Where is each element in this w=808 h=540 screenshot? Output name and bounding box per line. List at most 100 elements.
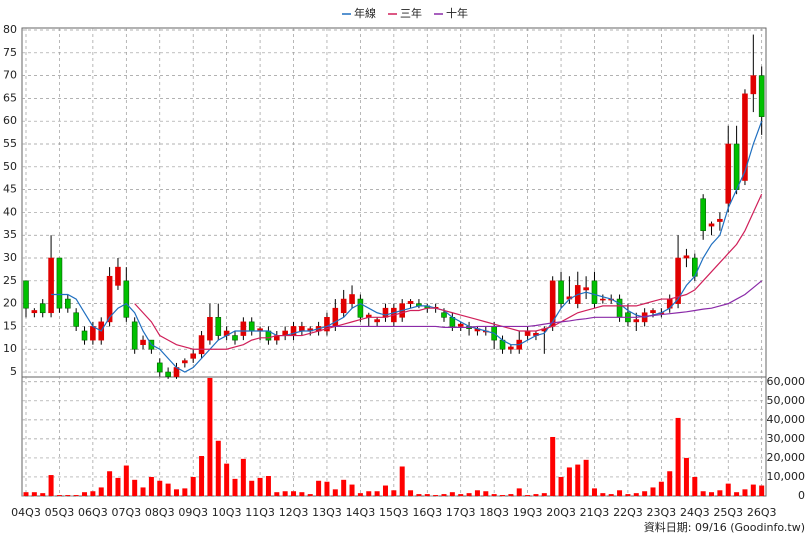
x-tick-label: 16Q3	[412, 506, 442, 519]
candle-body	[708, 223, 715, 227]
volume-bar	[391, 490, 397, 496]
x-tick-label: 23Q3	[647, 506, 677, 519]
volume-bar	[182, 488, 188, 496]
y-tick-label: 75	[3, 46, 17, 59]
x-tick-label: 09Q3	[178, 506, 208, 519]
y-tick-label: 80	[3, 23, 17, 36]
volume-bar	[625, 494, 631, 496]
volume-bar	[165, 483, 171, 496]
candle-body	[299, 326, 305, 332]
volume-bar	[157, 480, 163, 496]
y-tick-label: 20,000	[767, 451, 806, 464]
y-tick-label: 30,000	[767, 432, 806, 445]
volume-bar	[642, 491, 648, 496]
volume-bar	[190, 476, 196, 496]
volume-bar	[508, 494, 514, 496]
volume-bar	[357, 493, 363, 496]
volume-bar	[65, 495, 71, 496]
x-tick-label: 06Q3	[78, 506, 108, 519]
candle-body	[374, 319, 380, 323]
volume-bar	[608, 494, 614, 496]
candle-body	[165, 371, 171, 377]
volume-bar	[650, 487, 656, 496]
y-tick-label: 10,000	[767, 470, 806, 483]
candle-body	[633, 319, 640, 323]
candle-body	[232, 335, 238, 341]
candle-body	[215, 317, 222, 336]
x-tick-label: 07Q3	[111, 506, 141, 519]
volume-bar	[23, 492, 29, 496]
volume-bar	[324, 481, 330, 496]
candle-body	[240, 321, 247, 336]
candle-body	[407, 301, 414, 304]
candle-body	[742, 93, 748, 181]
x-tick-label: 19Q3	[513, 506, 543, 519]
volume-bar	[675, 417, 681, 496]
candle-body	[717, 218, 723, 222]
volume-bar	[617, 490, 623, 496]
volume-bar	[700, 491, 706, 496]
candle-body	[616, 298, 623, 318]
volume-bar	[725, 483, 731, 496]
volume-bar	[474, 490, 480, 496]
x-tick-label: 18Q3	[479, 506, 509, 519]
x-tick-label: 13Q3	[312, 506, 342, 519]
x-tick-label: 12Q3	[279, 506, 309, 519]
candle-body	[90, 326, 96, 341]
candle-body	[123, 280, 130, 318]
x-tick-label: 08Q3	[145, 506, 175, 519]
legend-label: 三年	[400, 6, 422, 20]
volume-bar	[516, 488, 522, 496]
source-note: 資料日期: 09/16 (Goodinfo.tw)	[644, 520, 805, 534]
volume-bar	[232, 478, 238, 496]
candle-body	[65, 298, 71, 309]
candle-body	[357, 298, 364, 318]
y-tick-label: 55	[3, 137, 17, 150]
moving-average-line	[326, 280, 763, 328]
volume-bar	[692, 476, 698, 496]
volume-bar	[449, 492, 455, 496]
candle-body	[23, 280, 29, 309]
volume-bar	[249, 480, 255, 496]
y-tick-label: 5	[10, 365, 17, 378]
volume-bar	[441, 494, 447, 496]
legend-label: 十年	[446, 6, 468, 20]
volume-bar	[316, 480, 322, 496]
volume-bar	[566, 467, 572, 496]
volume-bar	[291, 491, 297, 496]
volume-bar	[583, 459, 589, 496]
x-tick-label: 26Q3	[747, 506, 777, 519]
x-tick-label: 05Q3	[45, 506, 75, 519]
volume-bar	[282, 491, 288, 496]
candle-body	[725, 143, 732, 204]
candle-body	[508, 346, 514, 350]
y-tick-label: 20	[3, 297, 17, 310]
y-tick-label: 60	[3, 114, 17, 127]
volume-bar	[591, 488, 597, 496]
candle-body	[441, 312, 447, 318]
candle-body	[106, 275, 113, 323]
y-tick-label: 10	[3, 342, 17, 355]
volume-bar	[550, 436, 556, 496]
x-tick-label: 17Q3	[446, 506, 476, 519]
volume-bar	[750, 484, 756, 496]
volume-bar	[667, 471, 673, 496]
y-tick-label: 60,000	[767, 375, 806, 388]
candle-body	[650, 310, 656, 314]
candle-body	[733, 143, 740, 190]
volume-bar	[123, 465, 129, 496]
volume-bar	[416, 494, 422, 496]
volume-bar	[575, 464, 581, 496]
moving-average-line	[134, 193, 763, 350]
volume-bar	[533, 494, 539, 496]
candle-body	[39, 303, 46, 314]
y-tick-label: 40,000	[767, 413, 806, 426]
volume-bar	[759, 485, 765, 496]
candle-body	[750, 75, 757, 95]
x-tick-label: 04Q3	[11, 506, 41, 519]
volume-bar	[458, 494, 464, 496]
volume-bar	[600, 493, 606, 496]
volume-bar	[558, 476, 564, 496]
volume-bar	[483, 491, 489, 496]
